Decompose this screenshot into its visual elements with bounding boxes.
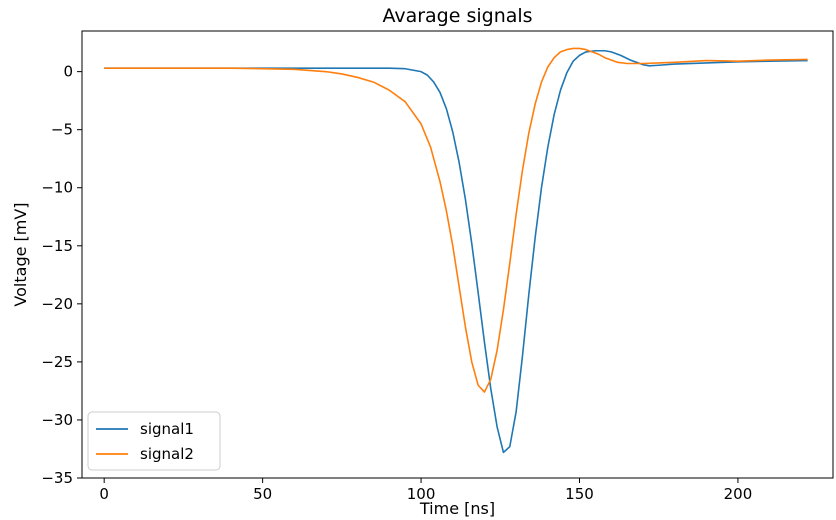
series-layer xyxy=(104,47,808,454)
x-tick-label: 150 xyxy=(565,485,594,503)
y-tick-label: −20 xyxy=(41,295,73,313)
y-tick-label: −35 xyxy=(41,469,73,487)
y-tick-label: −30 xyxy=(41,411,73,429)
x-tick-label: 0 xyxy=(99,485,109,503)
y-tick-label: −5 xyxy=(51,121,73,139)
x-tick-label: 50 xyxy=(253,485,272,503)
y-axis-label: Voltage [mV] xyxy=(11,202,30,306)
y-tick-label: −10 xyxy=(41,179,73,197)
legend-box xyxy=(87,411,221,471)
legend-label-signal1: signal1 xyxy=(140,420,194,438)
series-line-signal1 xyxy=(104,49,808,454)
y-axis: 0 −5 −10 −15 −20 −25 −30 −35 xyxy=(41,63,82,487)
y-tick-label: −25 xyxy=(41,353,73,371)
x-tick-label: 200 xyxy=(724,485,753,503)
plot-frame xyxy=(81,30,834,479)
series-line-signal2 xyxy=(104,47,808,393)
legend-label-signal2: signal2 xyxy=(140,445,194,463)
y-tick-label: 0 xyxy=(63,63,73,81)
x-tick-label: 100 xyxy=(407,485,436,503)
y-tick-label: −15 xyxy=(41,237,73,255)
chart-title: Avarage signals xyxy=(382,5,532,27)
legend: signal1 signal2 xyxy=(87,411,221,471)
x-axis: 0 50 100 150 200 xyxy=(99,478,752,503)
x-axis-label: Time [ns] xyxy=(419,499,495,518)
